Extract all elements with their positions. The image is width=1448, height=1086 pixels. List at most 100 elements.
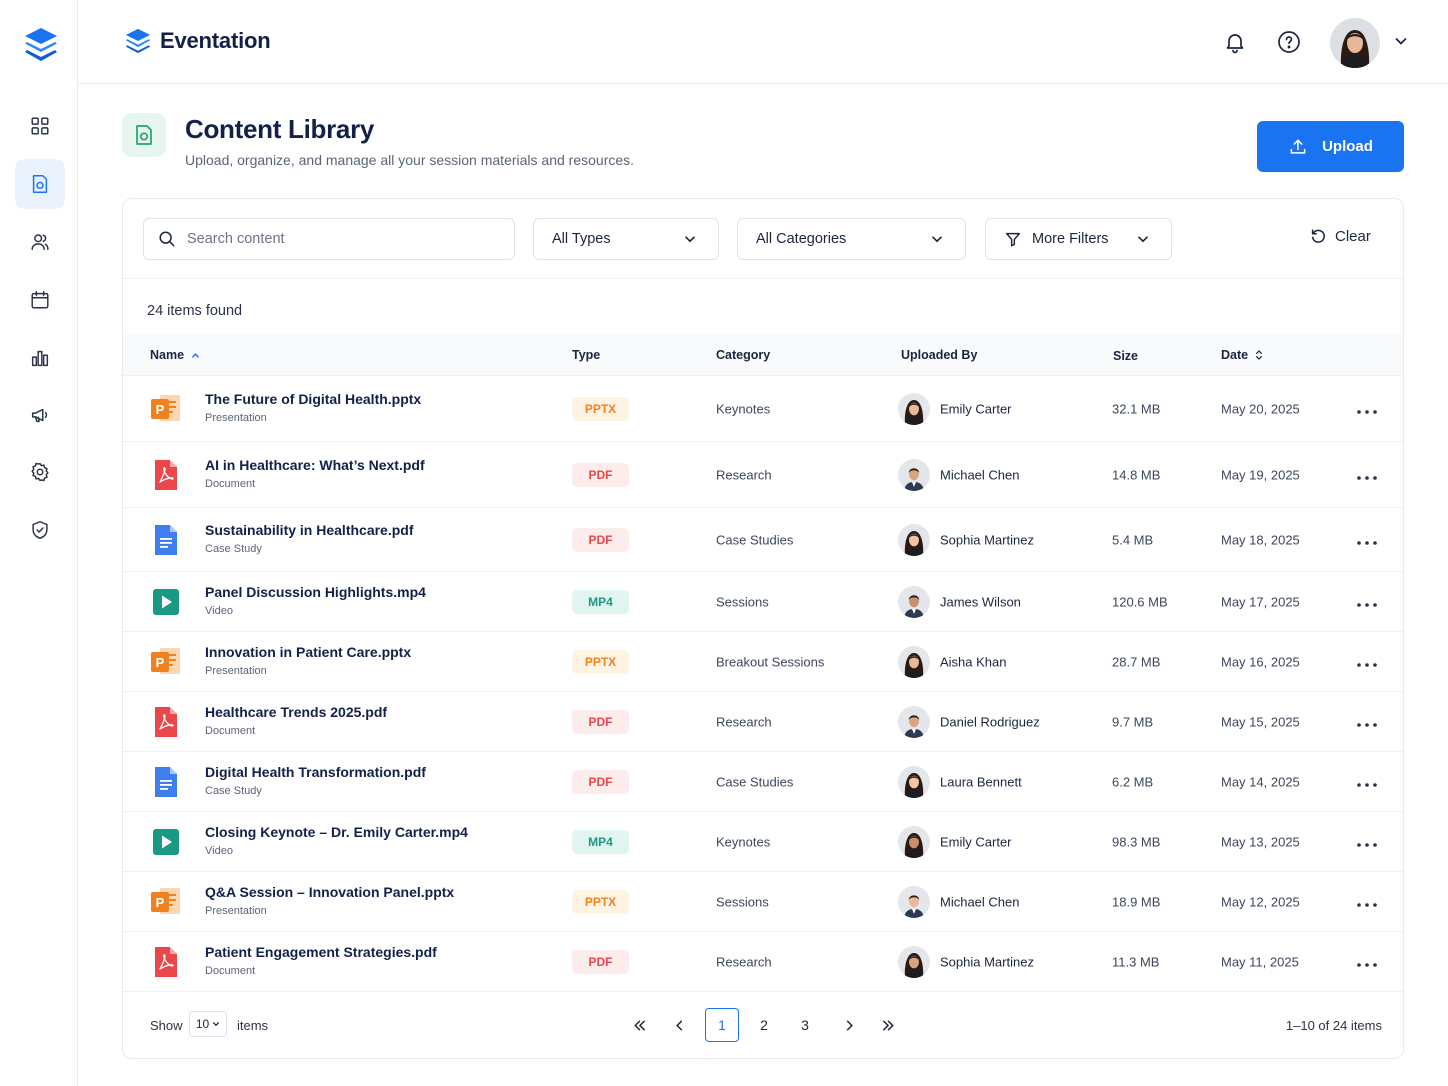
chevron-down-icon [213,1022,220,1027]
table-row[interactable]: Panel Discussion Highlights.mp4 Video MP4 S… [123,572,1403,632]
sidebar-item-people[interactable] [15,217,65,267]
sort-icon [1256,350,1263,360]
notifications-bell-icon[interactable] [1221,28,1249,56]
table-row[interactable]: P Innovation in Patient Care.pptx Presenta… [123,632,1403,692]
size-cell: 9.7 MB [1112,714,1154,729]
sidebar-item-marketing[interactable] [15,390,65,440]
sidebar-item-analytics[interactable] [15,333,65,383]
sidebar-item-content[interactable] [15,159,65,209]
search-input[interactable] [187,231,487,247]
row-actions-more-icon[interactable] [1355,957,1379,967]
date-cell: May 12, 2025 [1221,894,1300,909]
prev-page-button[interactable] [662,1008,696,1042]
column-header-name[interactable]: Name [150,348,200,362]
app-logo-icon[interactable] [23,26,59,64]
table-row[interactable]: P Q&A Session – Innovation Panel.pptx Pres… [123,872,1403,932]
page-size-select[interactable]: 10 [189,1011,227,1037]
file-kind: Video [205,605,233,617]
document-file-icon [155,524,177,555]
chart-icon [31,350,49,367]
file-type-icon: P [150,885,182,919]
row-actions-more-icon[interactable] [1355,535,1379,545]
table-row[interactable]: Digital Health Transformation.pdf Case St… [123,752,1403,812]
uploader-name: Emily Carter [940,834,1012,849]
row-actions-more-icon[interactable] [1355,837,1379,847]
file-name[interactable]: Digital Health Transformation.pdf [205,764,426,780]
file-type-badge: PPTX [572,889,629,914]
column-header-type: Type [572,348,601,362]
page-button-2[interactable]: 2 [760,1017,768,1033]
uploader-name: Aisha Khan [940,654,1007,669]
row-actions-more-icon[interactable] [1355,717,1379,727]
clear-filters-button[interactable]: Clear [1309,227,1371,245]
table-row[interactable]: AI in Healthcare: What’s Next.pdf Documen… [123,442,1403,508]
file-name[interactable]: Q&A Session – Innovation Panel.pptx [205,884,455,900]
row-actions-more-icon[interactable] [1355,404,1379,414]
uploader-avatar [898,765,930,798]
sidebar-item-security[interactable] [15,505,65,555]
file-type-badge: PDF [572,949,629,974]
user-avatar[interactable] [1330,18,1380,68]
chevron-down-icon [932,236,942,243]
file-type-icon [150,945,182,979]
date-cell: May 18, 2025 [1221,532,1300,547]
sidebar-item-calendar[interactable] [15,275,65,325]
file-kind: Video [205,845,233,857]
row-actions-more-icon[interactable] [1355,777,1379,787]
size-cell: 98.3 MB [1112,834,1161,849]
file-name[interactable]: Innovation in Patient Care.pptx [205,644,412,660]
file-name[interactable]: Panel Discussion Highlights.mp4 [205,584,426,600]
file-name[interactable]: Sustainability in Healthcare.pdf [205,522,414,538]
help-icon[interactable] [1275,28,1303,56]
row-actions-more-icon[interactable] [1355,470,1379,480]
table-row[interactable]: Closing Keynote – Dr. Emily Carter.mp4 Vi… [123,812,1403,872]
file-type-icon [150,825,182,859]
table-row[interactable]: P The Future of Digital Health.pptx Presen… [123,376,1403,442]
uploader-name: Emily Carter [940,401,1012,416]
powerpoint-file-icon: P [151,647,180,674]
row-actions-more-icon[interactable] [1355,897,1379,907]
table-row[interactable]: Healthcare Trends 2025.pdf Document PDF Res… [123,692,1403,752]
grid-icon [31,117,49,135]
file-name[interactable]: The Future of Digital Health.pptx [205,391,422,407]
uploader-avatar [898,705,930,738]
table-row[interactable]: Patient Engagement Strategies.pdf Documen… [123,932,1403,992]
file-type-icon [150,458,182,492]
more-filters-button[interactable]: More Filters [985,218,1172,260]
brand-logo-icon [125,28,151,54]
chevron-down-icon[interactable] [1392,32,1410,50]
category-filter-select[interactable]: All Categories [737,218,966,260]
file-type-icon [150,523,182,557]
row-actions-more-icon[interactable] [1355,597,1379,607]
upload-button[interactable]: Upload [1257,121,1404,172]
page-button-1[interactable]: 1 [705,1008,739,1042]
page-button-3[interactable]: 3 [801,1017,809,1033]
type-filter-select[interactable]: All Types [533,218,719,260]
category-cell: Sessions [716,594,769,609]
video-file-icon [153,588,179,615]
row-actions-more-icon[interactable] [1355,657,1379,667]
file-name[interactable]: Closing Keynote – Dr. Emily Carter.mp4 [205,824,468,840]
reset-icon [1311,229,1325,243]
calendar-icon [31,291,49,309]
file-type-badge: MP4 [572,829,629,854]
chevron-right-icon [846,1020,853,1030]
gear-icon [31,462,49,482]
file-name[interactable]: Healthcare Trends 2025.pdf [205,704,388,720]
first-page-button[interactable] [622,1008,656,1042]
brand[interactable]: Eventation [124,27,271,55]
sidebar-item-dashboard[interactable] [15,101,65,151]
search-box[interactable] [143,218,515,260]
file-name[interactable]: Patient Engagement Strategies.pdf [205,944,437,960]
uploader-name: James Wilson [940,594,1021,609]
category-cell: Breakout Sessions [716,654,825,669]
video-file-icon [153,828,179,855]
column-header-date[interactable]: Date [1221,348,1263,362]
next-page-button[interactable] [832,1008,866,1042]
sidebar-item-settings[interactable] [15,447,65,497]
size-cell: 11.3 MB [1112,954,1160,969]
table-row[interactable]: Sustainability in Healthcare.pdf Case Stu… [123,508,1403,572]
last-page-button[interactable] [871,1008,905,1042]
file-kind: Document [205,965,256,977]
file-name[interactable]: AI in Healthcare: What’s Next.pdf [205,457,425,473]
